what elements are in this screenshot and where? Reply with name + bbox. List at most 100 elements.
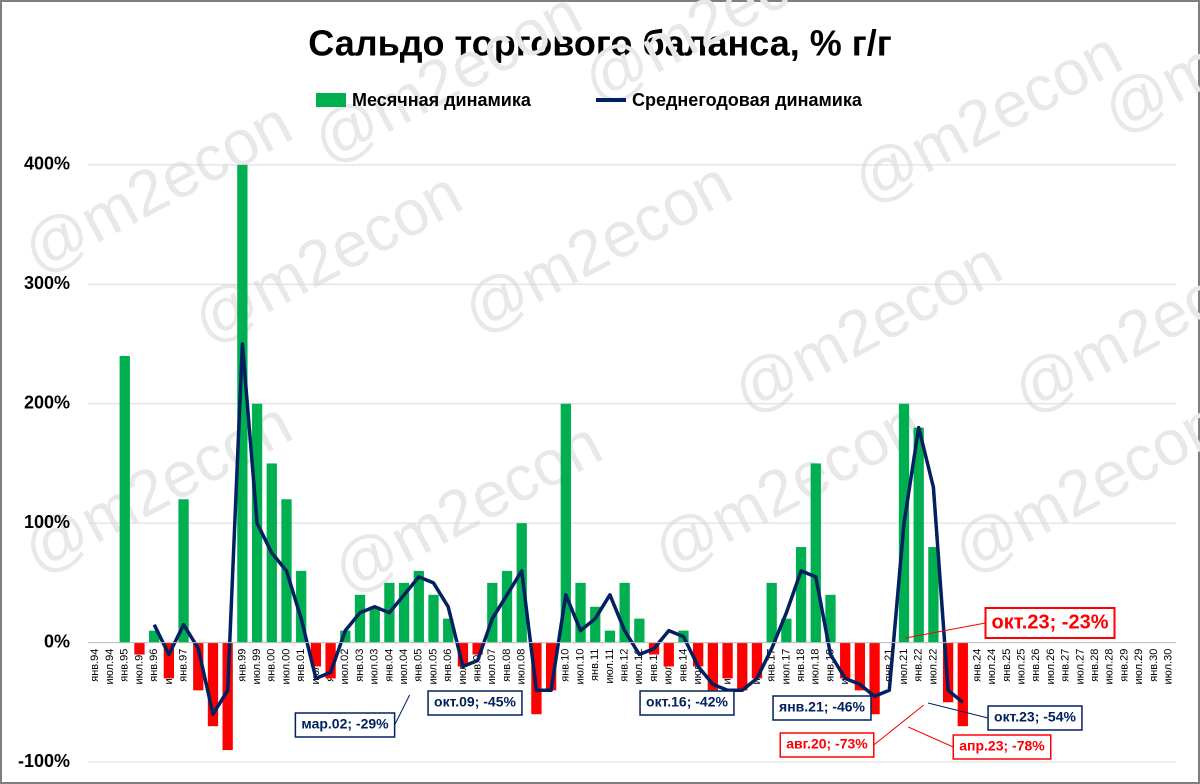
bar xyxy=(634,618,645,643)
bar xyxy=(795,547,807,643)
bar xyxy=(501,570,513,643)
x-tick-label: янв.13 xyxy=(648,649,660,682)
bar xyxy=(545,642,557,691)
annotation: окт.09; -45% xyxy=(434,694,516,710)
y-tick-label: 400% xyxy=(24,154,70,174)
x-tick-label: июл.10 xyxy=(574,649,586,685)
bar xyxy=(575,582,586,643)
legend-swatch xyxy=(316,93,346,107)
x-tick-label: янв.00 xyxy=(266,649,278,682)
x-tick-label: янв.22 xyxy=(913,649,925,682)
bar xyxy=(487,582,498,643)
annotation-leader xyxy=(908,726,954,748)
bar xyxy=(443,618,454,643)
legend-label: Среднегодовая динамика xyxy=(632,90,863,110)
annotation-box xyxy=(639,690,735,716)
bar xyxy=(590,606,601,643)
x-tick-label: июл.18 xyxy=(810,649,822,685)
x-tick-label: янв.96 xyxy=(148,649,160,682)
bar xyxy=(737,642,748,691)
bar xyxy=(810,463,821,643)
x-tick-label: июл.21 xyxy=(898,649,910,685)
bar xyxy=(369,606,380,643)
bar xyxy=(163,642,175,679)
bar xyxy=(766,582,777,643)
bar xyxy=(134,642,145,655)
y-tick-label: -100% xyxy=(18,751,70,771)
x-tick-label: июл.08 xyxy=(516,649,528,685)
x-tick-label: июл.95 xyxy=(133,649,145,685)
annotation: авг.20; -73% xyxy=(786,736,868,752)
annotation: апр.23; -78% xyxy=(959,738,1045,754)
bar xyxy=(560,403,571,643)
x-tick-label: янв.29 xyxy=(1118,649,1130,682)
bar xyxy=(722,642,733,679)
x-tick-label: янв.08 xyxy=(501,649,513,682)
annotation: янв.21; -46% xyxy=(779,699,865,715)
bar xyxy=(354,594,366,643)
annotation-leader xyxy=(927,702,989,719)
x-tick-label: июл.04 xyxy=(398,649,410,685)
bar xyxy=(707,642,719,691)
x-tick-label: июл.30 xyxy=(1163,649,1175,685)
x-tick-label: июл.26 xyxy=(1045,649,1057,685)
x-tick-label: июл.07 xyxy=(486,649,498,685)
x-tick-label: янв.97 xyxy=(177,649,189,682)
bar xyxy=(472,642,483,655)
x-tick-label: июл.00 xyxy=(280,649,292,685)
bar xyxy=(149,630,160,643)
bar xyxy=(398,582,410,643)
x-tick-label: янв.12 xyxy=(619,649,631,682)
bar xyxy=(340,630,351,643)
bar xyxy=(619,582,630,643)
bar xyxy=(296,570,307,643)
y-tick-label: 0% xyxy=(44,631,70,651)
x-tick-label: июл.17 xyxy=(780,649,792,685)
x-tick-label: янв.95 xyxy=(119,649,131,682)
annotation-leader xyxy=(873,704,925,746)
annotation: окт.23; -23% xyxy=(992,611,1109,633)
bar xyxy=(854,642,866,691)
bar xyxy=(781,618,792,643)
annotation-box xyxy=(984,607,1116,639)
bar xyxy=(119,355,130,643)
bar xyxy=(178,499,189,643)
bar xyxy=(913,427,924,643)
x-tick-label: июл.05 xyxy=(427,649,439,685)
annotation-box xyxy=(987,705,1083,731)
x-tick-label: янв.28 xyxy=(1089,649,1101,682)
bar xyxy=(310,642,322,667)
x-tick-label: янв.26 xyxy=(1030,649,1042,682)
x-tick-label: янв.04 xyxy=(383,649,395,682)
x-tick-label: июл.22 xyxy=(927,649,939,685)
annotation-leader xyxy=(394,694,411,726)
x-tick-label: янв.30 xyxy=(1148,649,1160,682)
x-tick-label: июл.28 xyxy=(1104,649,1116,685)
y-tick-label: 300% xyxy=(24,273,70,293)
bar xyxy=(825,594,836,643)
x-tick-label: июл.12 xyxy=(633,649,645,685)
bar xyxy=(604,630,616,643)
bar xyxy=(325,642,336,679)
x-tick-label: янв.03 xyxy=(354,649,366,682)
x-tick-label: янв.01 xyxy=(295,649,307,682)
x-tick-label: июл.27 xyxy=(1074,649,1086,685)
x-tick-label: янв.25 xyxy=(1001,649,1013,682)
x-tick-label: июл.29 xyxy=(1133,649,1145,685)
bar xyxy=(751,642,763,679)
annotation-box xyxy=(427,690,523,716)
x-tick-label: июл.11 xyxy=(604,649,616,684)
bar xyxy=(869,642,880,715)
annotation-box xyxy=(772,695,872,721)
bar xyxy=(428,594,439,643)
y-tick-label: 200% xyxy=(24,392,70,412)
legend-label: Месячная динамика xyxy=(352,90,532,110)
bar xyxy=(413,570,424,643)
bar xyxy=(193,642,204,691)
bar xyxy=(207,642,219,727)
annotation: мар.02; -29% xyxy=(301,716,389,732)
x-tick-label: июл.94 xyxy=(104,649,116,685)
bar xyxy=(957,642,968,727)
x-tick-label: июл.24 xyxy=(986,649,998,685)
x-tick-label: янв.27 xyxy=(1060,649,1072,682)
